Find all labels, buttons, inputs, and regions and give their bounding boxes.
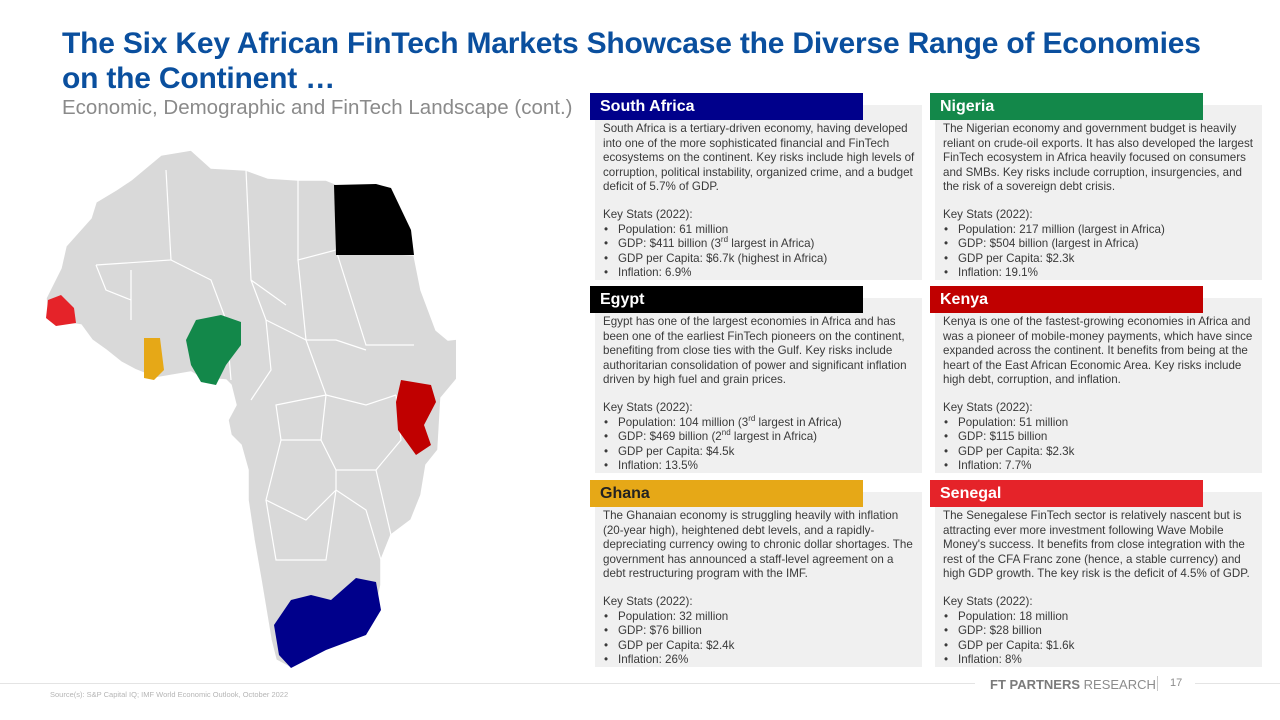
key-stats-title: Key Stats (2022): [603,400,693,414]
stat-item: Population: 32 million [603,610,917,625]
card-body: Egypt has one of the largest economies i… [603,315,917,474]
card-header: Kenya [930,286,1203,313]
stat-item: Population: 18 million [943,610,1257,625]
stat-item: Inflation: 26% [603,653,917,668]
key-stats-list: Population: 61 million GDP: $411 billion… [603,223,917,281]
footer-divider [0,683,975,684]
country-card-senegal: Senegal The Senegalese FinTech sector is… [930,480,1262,668]
card-body: South Africa is a tertiary-driven econom… [603,122,917,281]
stat-item: Population: 217 million (largest in Afri… [943,223,1257,238]
brand-name: FT PARTNERS [990,677,1081,692]
stat-item: GDP per Capita: $1.6k [943,639,1257,654]
stat-item: Inflation: 6.9% [603,266,917,281]
country-borders [95,169,414,561]
key-stats-list: Population: 18 million GDP: $28 billion … [943,610,1257,668]
card-header: Ghana [590,480,863,507]
key-stats-title: Key Stats (2022): [603,207,693,221]
card-header: Senegal [930,480,1203,507]
country-card-nigeria: Nigeria The Nigerian economy and governm… [930,93,1262,281]
stat-item: GDP per Capita: $6.7k (highest in Africa… [603,252,917,267]
country-card-egypt: Egypt Egypt has one of the largest econo… [590,286,922,474]
stat-item: Population: 51 million [943,416,1257,431]
key-stats-list: Population: 217 million (largest in Afri… [943,223,1257,281]
card-body: Kenya is one of the fastest-growing econ… [943,315,1257,474]
africa-map [45,149,456,669]
key-stats-title: Key Stats (2022): [943,594,1033,608]
footer-divider [1195,683,1280,684]
egypt-shape [334,184,414,255]
country-description: South Africa is a tertiary-driven econom… [603,122,915,194]
country-card-ghana: Ghana The Ghanaian economy is struggling… [590,480,922,668]
stat-item: Population: 104 million (3rd largest in … [603,414,917,431]
country-description: The Nigerian economy and government budg… [943,122,1253,194]
stat-item: GDP per Capita: $2.3k [943,252,1257,267]
stat-item: GDP: $28 billion [943,624,1257,639]
page-number: 17 [1170,677,1183,689]
stat-item: GDP per Capita: $2.4k [603,639,917,654]
senegal-shape [46,295,76,326]
key-stats-list: Population: 32 million GDP: $76 billion … [603,610,917,668]
country-card-kenya: Kenya Kenya is one of the fastest-growin… [930,286,1262,474]
country-description: Egypt has one of the largest economies i… [603,315,907,387]
source-note: Source(s): S&P Capital IQ; IMF World Eco… [50,690,289,699]
stat-item: Inflation: 8% [943,653,1257,668]
country-card-south-africa: South Africa South Africa is a tertiary-… [590,93,922,281]
key-stats-title: Key Stats (2022): [943,207,1033,221]
card-body: The Nigerian economy and government budg… [943,122,1257,281]
footer-separator [1157,676,1158,691]
key-stats-title: Key Stats (2022): [603,594,693,608]
stat-item: GDP per Capita: $2.3k [943,445,1257,460]
kenya-shape [396,380,436,455]
stat-item: Inflation: 13.5% [603,459,917,474]
card-header: Nigeria [930,93,1203,120]
card-body: The Ghanaian economy is struggling heavi… [603,509,917,668]
country-description: The Senegalese FinTech sector is relativ… [943,509,1250,581]
country-description: Kenya is one of the fastest-growing econ… [943,315,1253,387]
south-africa-shape [274,578,381,668]
card-body: The Senegalese FinTech sector is relativ… [943,509,1257,668]
stat-item: GDP: $411 billion (3rd largest in Africa… [603,236,917,252]
key-stats-list: Population: 104 million (3rd largest in … [603,414,917,474]
page-title: The Six Key African FinTech Markets Show… [62,27,1201,95]
stat-item: Inflation: 7.7% [943,459,1257,474]
stat-item: GDP: $469 billion (2nd largest in Africa… [603,429,917,445]
key-stats-title: Key Stats (2022): [943,400,1033,414]
page-subtitle: Economic, Demographic and FinTech Landsc… [62,96,573,119]
stat-item: GDP: $115 billion [943,430,1257,445]
key-stats-list: Population: 51 million GDP: $115 billion… [943,416,1257,474]
ghana-shape [144,338,164,380]
brand-suffix: RESEARCH [1080,677,1156,692]
card-header: Egypt [590,286,863,313]
stat-item: GDP: $76 billion [603,624,917,639]
stat-item: Inflation: 19.1% [943,266,1257,281]
brand-logo: FT PARTNERS RESEARCH [990,677,1156,692]
stat-item: GDP: $504 billion (largest in Africa) [943,237,1257,252]
stat-item: Population: 61 million [603,223,917,238]
country-description: The Ghanaian economy is struggling heavi… [603,509,913,581]
stat-item: GDP per Capita: $4.5k [603,445,917,460]
nigeria-shape [186,315,241,385]
card-header: South Africa [590,93,863,120]
